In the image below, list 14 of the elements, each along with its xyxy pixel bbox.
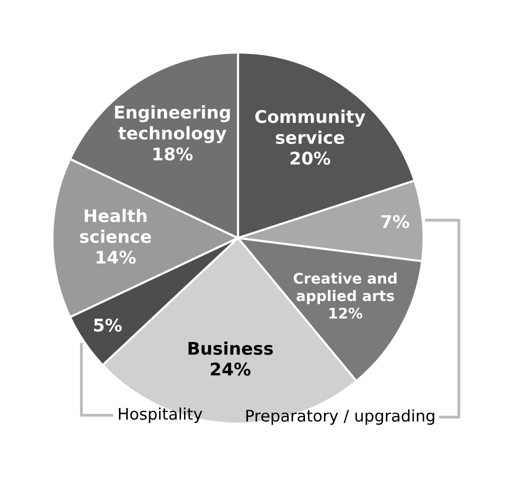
- slice-label: Preparatory / upgrading: [246, 409, 434, 425]
- data-label: 12%: [330, 308, 362, 319]
- data-label: 20%: [290, 152, 330, 165]
- data-label: 18%: [154, 147, 193, 161]
- slice-label: Health science: [80, 208, 152, 244]
- data-label: 24%: [210, 362, 251, 376]
- slice-label: Hospitality: [118, 408, 202, 423]
- slice-label: Business: [188, 341, 273, 355]
- slice-label: Engineering technology: [115, 105, 230, 144]
- data-label: 5%: [94, 318, 122, 332]
- data-label: 14%: [96, 250, 136, 264]
- slice-label: Community service: [255, 110, 366, 144]
- data-label: 7%: [381, 215, 410, 228]
- slice-label: Creative and applied arts: [294, 272, 396, 304]
